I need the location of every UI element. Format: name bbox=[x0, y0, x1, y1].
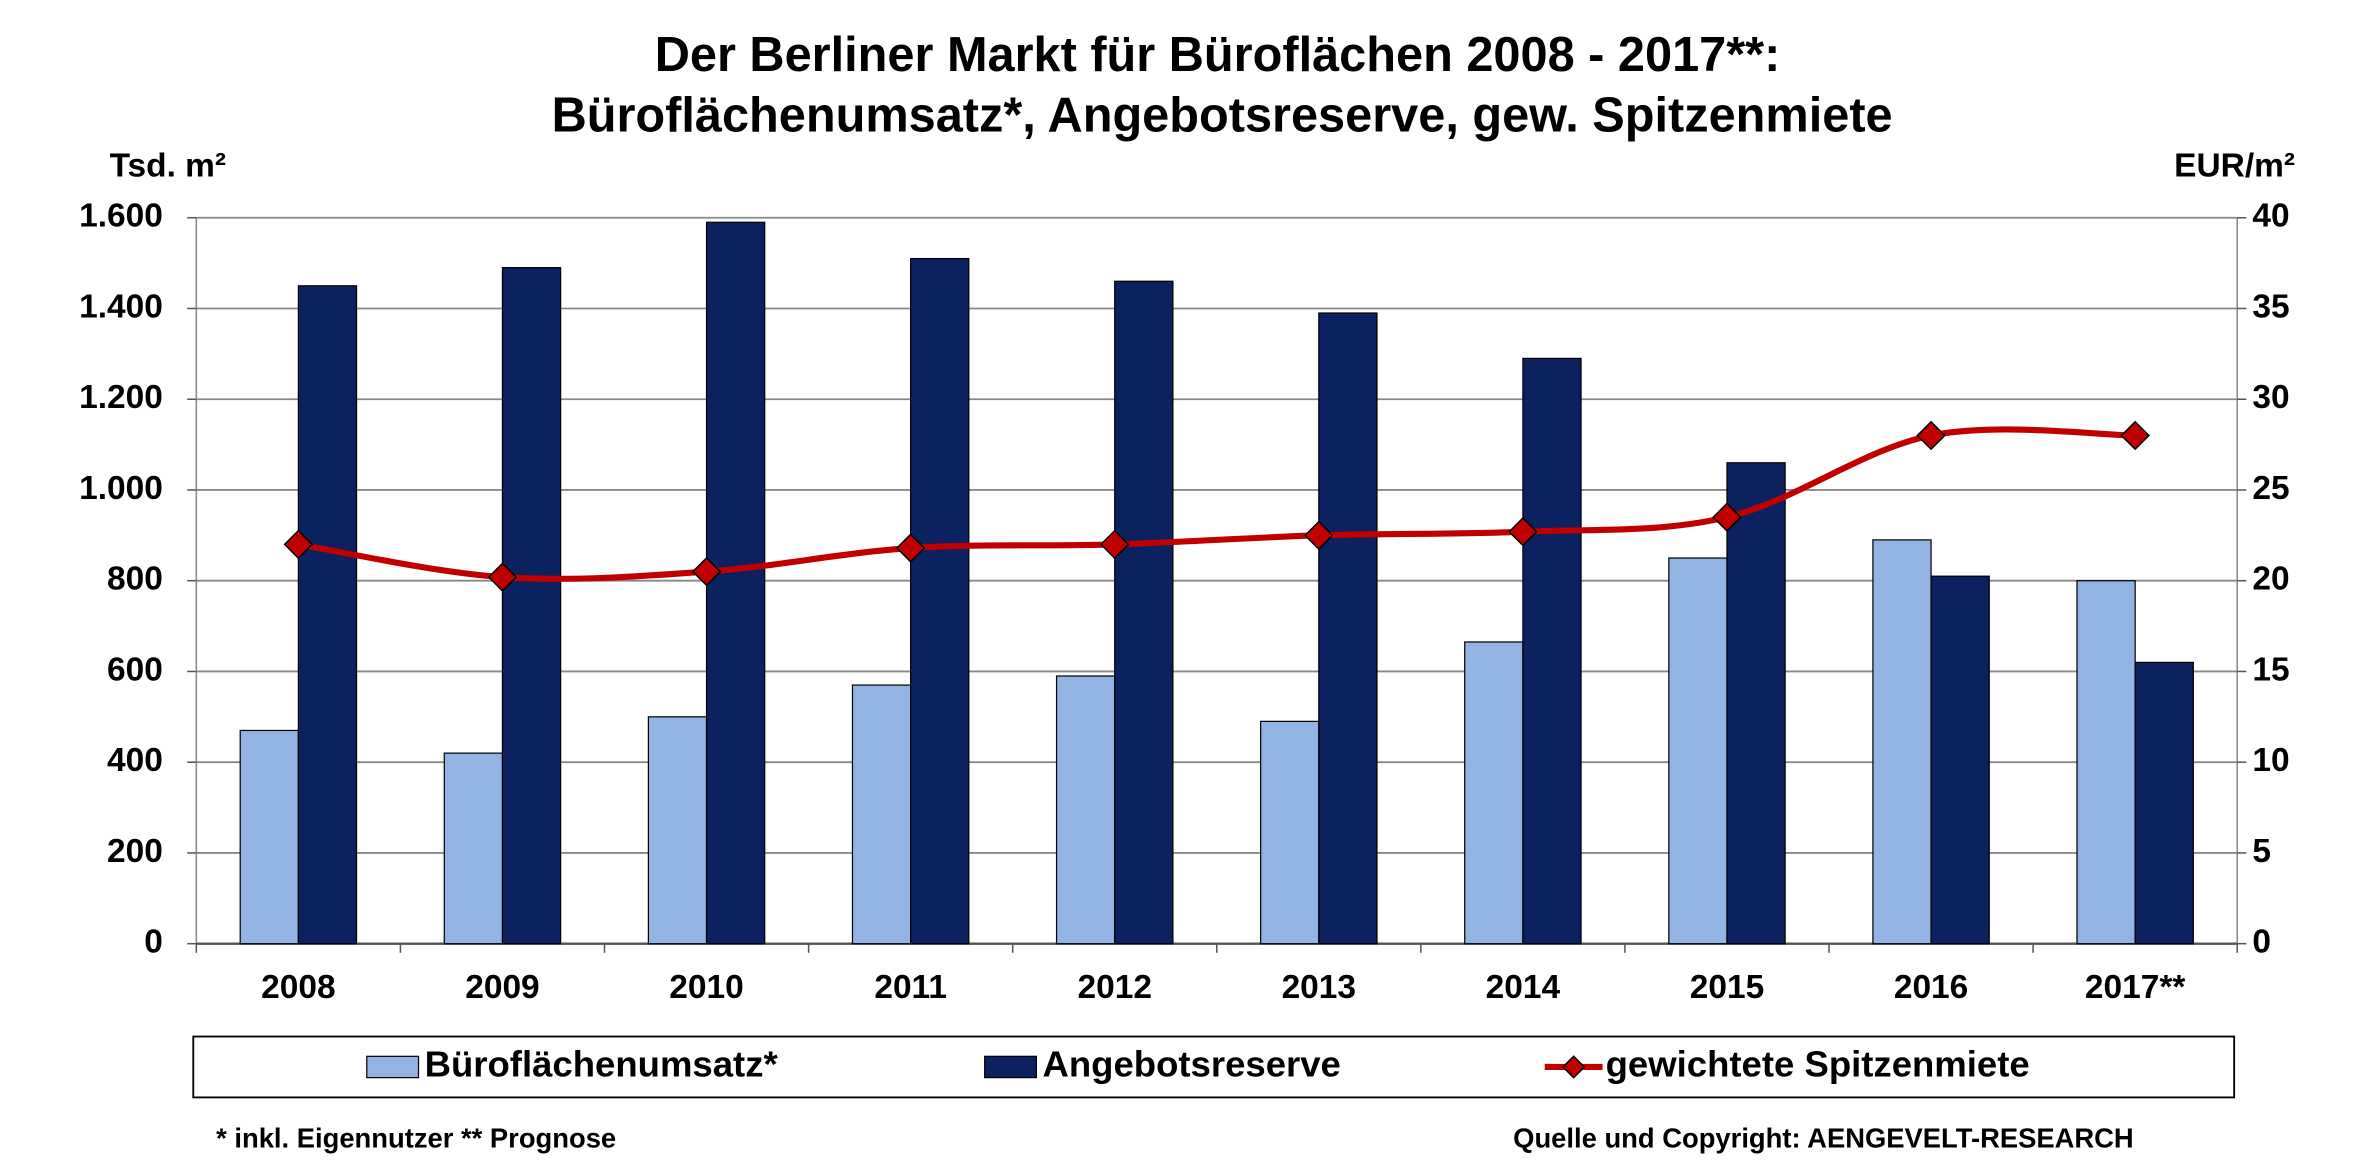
bar bbox=[2134, 661, 2194, 945]
legend-marker bbox=[1561, 1055, 1586, 1079]
marker bbox=[1099, 529, 1130, 560]
y2-tick-label: 0 bbox=[2252, 924, 2271, 961]
y2-tick-label: 35 bbox=[2252, 288, 2289, 325]
marker bbox=[2120, 420, 2150, 451]
y-tick-label: 200 bbox=[107, 833, 163, 870]
bar bbox=[1464, 641, 1524, 945]
bar bbox=[1668, 557, 1728, 945]
x-tick-label: 2017** bbox=[2085, 969, 2186, 1006]
y-tick-label: 1.200 bbox=[79, 379, 163, 416]
y-tick-label: 400 bbox=[107, 742, 163, 779]
line bbox=[297, 426, 2136, 582]
x-tick-label: 2008 bbox=[261, 969, 335, 1006]
legend-label: Büroflächenumsatz* bbox=[425, 1044, 779, 1085]
y-axis-label: Tsd. m² bbox=[110, 147, 227, 184]
chart-subtitle: Büroflächenumsatz*, Angebotsreserve, gew… bbox=[552, 89, 1893, 143]
bar bbox=[851, 684, 912, 945]
legend-label: Angebotsreserve bbox=[1043, 1044, 1341, 1085]
bar bbox=[501, 267, 562, 945]
bar bbox=[1930, 575, 1990, 945]
bar bbox=[2076, 580, 2136, 945]
y2-tick-label: 10 bbox=[2252, 742, 2289, 779]
bar bbox=[1872, 539, 1932, 945]
y-tick-label: 1.400 bbox=[79, 288, 163, 325]
bar bbox=[239, 729, 299, 945]
marker bbox=[1304, 520, 1334, 551]
legend-label: gewichtete Spitzenmiete bbox=[1606, 1044, 2030, 1085]
y-tick-label: 1.000 bbox=[79, 470, 163, 507]
y2-tick-label: 30 bbox=[2252, 379, 2289, 416]
marker bbox=[487, 562, 518, 592]
x-tick-label: 2015 bbox=[1690, 969, 1764, 1006]
y2-tick-label: 25 bbox=[2252, 470, 2289, 507]
marker bbox=[691, 556, 722, 587]
y-tick-label: 0 bbox=[144, 924, 163, 961]
legend-swatch bbox=[984, 1055, 1038, 1079]
bar bbox=[910, 257, 970, 945]
bar bbox=[443, 752, 504, 945]
y2-tick-label: 20 bbox=[2252, 561, 2289, 598]
chart-title: Der Berliner Markt für Büroflächen 2008 … bbox=[655, 28, 1781, 82]
y-tick-label: 800 bbox=[107, 561, 163, 598]
marker bbox=[1508, 516, 1538, 547]
y-tick-label: 600 bbox=[107, 651, 163, 688]
marker bbox=[283, 529, 314, 560]
bar bbox=[1726, 462, 1786, 945]
x-tick-label: 2013 bbox=[1282, 969, 1356, 1006]
legend-swatch bbox=[366, 1055, 420, 1079]
marker bbox=[895, 533, 926, 563]
bar bbox=[1260, 720, 1320, 945]
x-tick-label: 2012 bbox=[1077, 969, 1151, 1006]
bar bbox=[1318, 312, 1378, 945]
bar bbox=[1522, 357, 1582, 945]
y-tick-label: 1.600 bbox=[79, 198, 163, 235]
y2-tick-label: 15 bbox=[2252, 651, 2289, 688]
bar bbox=[705, 221, 766, 945]
marker bbox=[1916, 420, 1946, 451]
footnote: * inkl. Eigennutzer ** Prognose bbox=[216, 1122, 616, 1153]
y2-axis-label: EUR/m² bbox=[2174, 147, 2295, 184]
x-tick-label: 2010 bbox=[669, 969, 743, 1006]
source: Quelle und Copyright: AENGEVELT-RESEARCH bbox=[1513, 1122, 2134, 1153]
x-tick-label: 2009 bbox=[465, 969, 539, 1006]
bar bbox=[1114, 280, 1174, 945]
y2-tick-label: 40 bbox=[2252, 198, 2289, 235]
bar bbox=[647, 716, 708, 945]
x-tick-label: 2016 bbox=[1894, 969, 1968, 1006]
bar bbox=[1055, 675, 1116, 945]
bar bbox=[297, 285, 358, 945]
x-tick-label: 2014 bbox=[1486, 969, 1561, 1006]
y2-tick-label: 5 bbox=[2252, 833, 2271, 870]
legend-box bbox=[192, 1035, 2236, 1099]
marker bbox=[1712, 502, 1742, 532]
x-tick-label: 2011 bbox=[874, 969, 947, 1006]
